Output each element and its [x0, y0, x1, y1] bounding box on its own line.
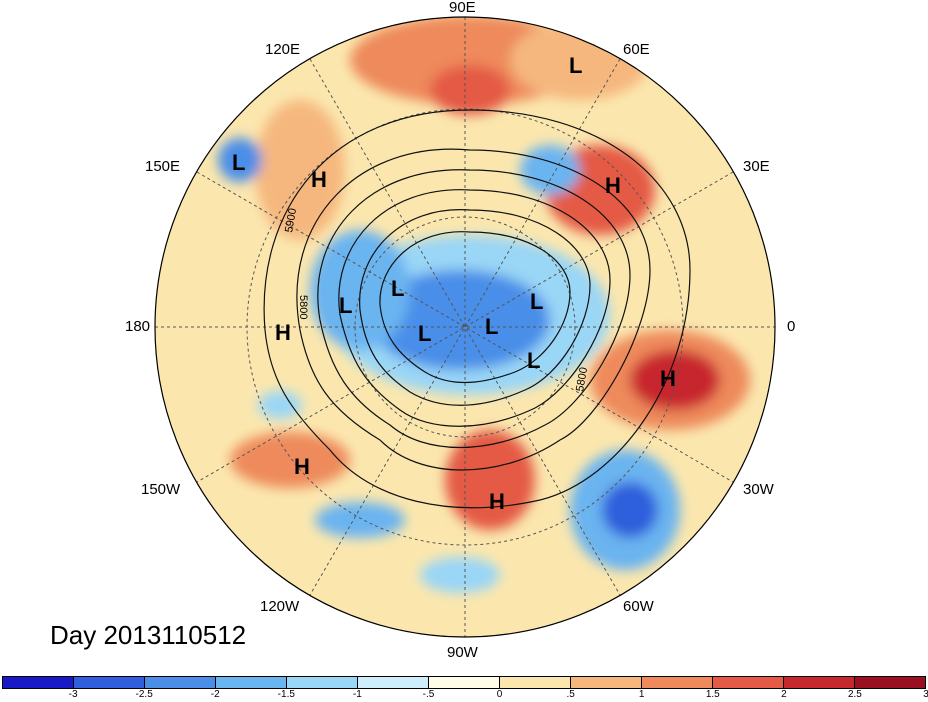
cold-anomaly — [218, 138, 262, 182]
colorbar-tick-label: 0 — [496, 689, 503, 700]
low-center: L — [339, 293, 352, 318]
low-center: L — [569, 53, 582, 78]
high-center: H — [275, 320, 291, 345]
low-center: L — [530, 289, 543, 314]
warm-anomaly — [630, 350, 720, 410]
graticule — [155, 17, 775, 637]
colorbar-swatch — [74, 677, 145, 688]
lon-label-180: 180 — [125, 318, 151, 335]
low-center: L — [485, 314, 498, 339]
warm-anomaly — [255, 100, 345, 240]
colorbar-swatch — [287, 677, 358, 688]
colorbar-tick-label: -1.5 — [277, 689, 295, 700]
lon-label-30e: 30E — [743, 158, 770, 175]
low-center: L — [418, 321, 431, 346]
lon-label-90e: 90E — [449, 0, 476, 16]
cold-anomaly — [258, 391, 302, 419]
lon-label-150e: 150E — [145, 158, 181, 175]
height-contours — [263, 109, 691, 509]
colorbar-swatch — [642, 677, 713, 688]
colorbar-tick-label: -2.5 — [135, 689, 153, 700]
warm-anomaly — [230, 432, 350, 488]
colorbar-tick-label: -2 — [210, 689, 220, 700]
colorbar-swatch — [500, 677, 571, 688]
colorbar-tick-label: 1.5 — [705, 689, 720, 700]
lon-label-60e: 60E — [623, 41, 650, 58]
colorbar-tick-label: 2 — [781, 689, 787, 700]
high-center: H — [660, 366, 676, 391]
colorbar-swatch — [358, 677, 429, 688]
colorbar-swatch — [855, 677, 925, 688]
colorbar-tick-label: .5 — [566, 689, 575, 700]
colorbar-swatch — [571, 677, 642, 688]
lon-label-30w: 30W — [743, 481, 774, 498]
colorbar-swatch — [429, 677, 500, 688]
high-center: H — [489, 489, 505, 514]
contour-label: 5800 — [574, 366, 590, 392]
cold-anomaly — [602, 482, 658, 538]
cold-anomaly — [315, 502, 405, 538]
high-center: H — [294, 454, 310, 479]
cold-anomaly — [420, 557, 500, 593]
colorbar-swatch — [713, 677, 784, 688]
lon-label-120w: 120W — [260, 598, 300, 615]
lon-label-0: 0 — [787, 318, 796, 335]
low-center: L — [391, 276, 404, 301]
high-center: H — [605, 173, 621, 198]
colorbar-tick-label: -3 — [68, 689, 78, 700]
low-center: L — [527, 348, 540, 373]
contour-label: 5800 — [297, 295, 309, 319]
colorbar-tick-label: -1 — [352, 689, 362, 700]
colorbar-tick-label: 1 — [638, 689, 645, 700]
day-title: Day 2013110512 — [50, 620, 247, 650]
colorbar-swatch — [3, 677, 74, 688]
high-center: H — [311, 167, 327, 192]
colorbar-swatch — [145, 677, 216, 688]
map-border — [154, 16, 776, 638]
colorbar-tick-label: -.5 — [422, 689, 435, 700]
colorbar-swatch — [784, 677, 855, 688]
lon-label-120e: 120E — [265, 41, 301, 58]
colorbar — [2, 676, 926, 689]
contour-label: 5900 — [283, 207, 299, 233]
colorbar-swatch — [216, 677, 287, 688]
colorbar-tick-label: 2.5 — [847, 689, 862, 700]
warm-anomaly — [430, 65, 510, 115]
low-center: L — [232, 150, 245, 175]
lon-label-150w: 150W — [141, 481, 181, 498]
lon-label-60w: 60W — [623, 598, 654, 615]
lon-label-90w: 90W — [447, 644, 478, 661]
cold-anomaly — [370, 270, 550, 370]
colorbar-tick-label: 3 — [923, 689, 928, 700]
